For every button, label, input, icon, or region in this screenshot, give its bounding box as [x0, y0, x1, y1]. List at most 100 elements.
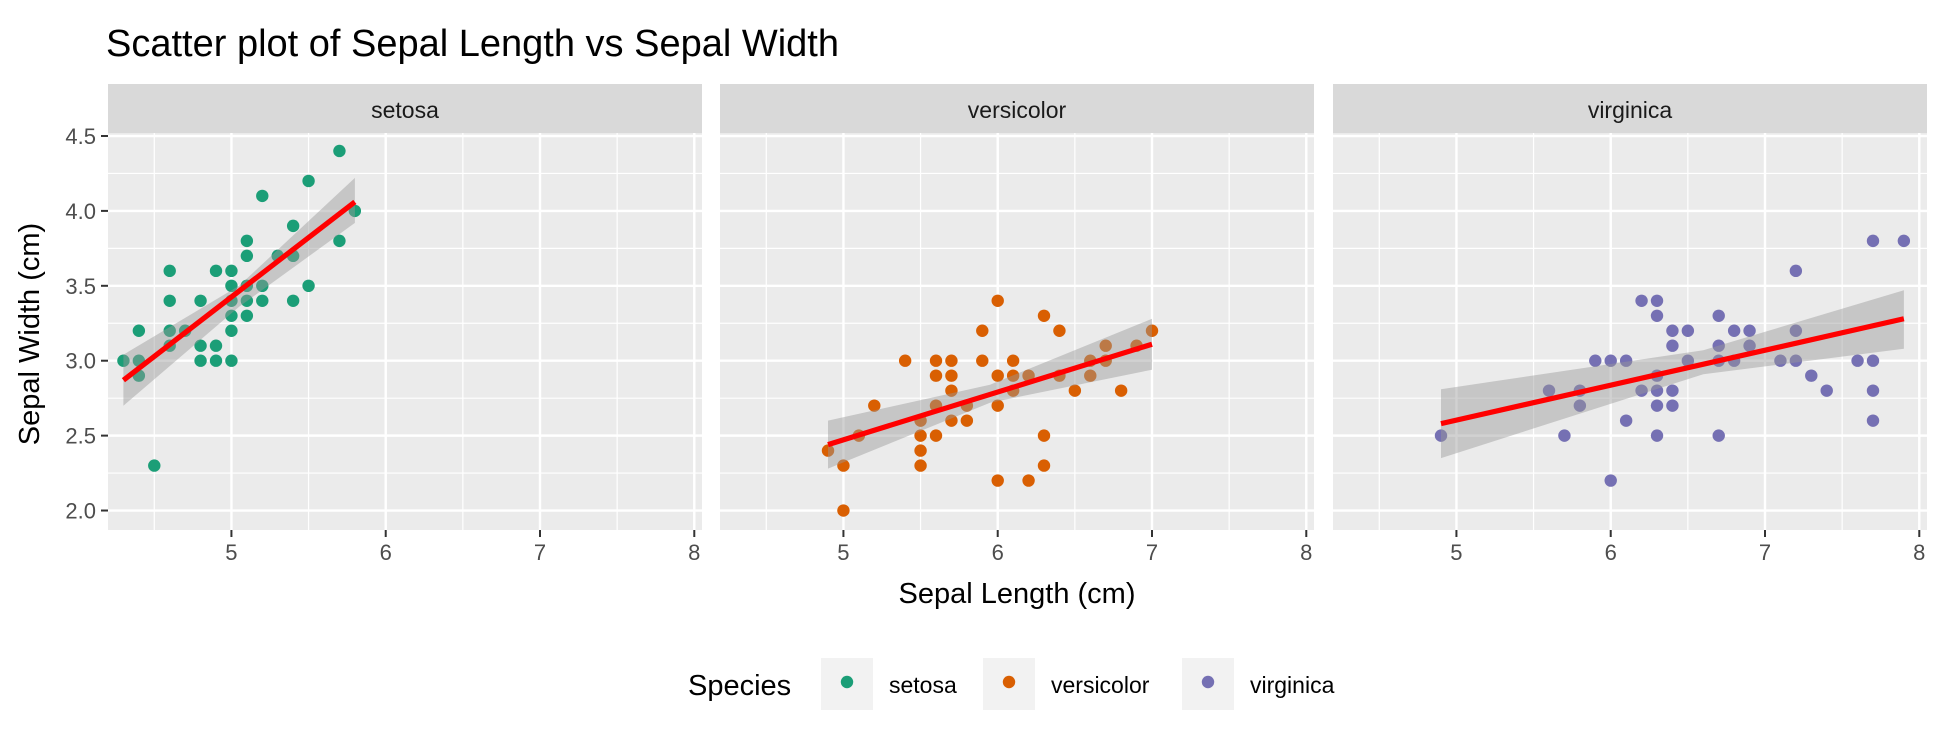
panel-background	[1333, 133, 1927, 530]
data-point-virginica	[1542, 384, 1556, 397]
data-point-versicolor	[914, 459, 927, 472]
x-tick-label: 7	[1146, 540, 1158, 565]
data-point-setosa	[209, 339, 223, 352]
y-tick-label: 2.5	[65, 424, 96, 449]
data-point-setosa	[333, 234, 346, 248]
data-point-virginica	[1727, 324, 1741, 337]
data-point-virginica	[1619, 354, 1633, 367]
data-point-versicolor	[991, 399, 1004, 412]
x-tick-label: 7	[1759, 540, 1771, 565]
facet-panel-virginica: virginica 5 6 7 8	[1333, 84, 1927, 565]
data-point-setosa	[163, 294, 176, 307]
x-axis-title: Sepal Length (cm)	[899, 578, 1136, 610]
data-point-virginica	[1589, 354, 1602, 367]
x-tick-label: 8	[688, 540, 700, 565]
facet-strip-label: setosa	[371, 97, 439, 123]
panel-background	[108, 133, 702, 530]
data-point-versicolor	[914, 444, 927, 457]
data-point-virginica	[1897, 234, 1911, 248]
x-tick-label: 5	[1450, 540, 1462, 565]
data-point-virginica	[1681, 324, 1695, 337]
data-point-virginica	[1635, 294, 1648, 307]
x-tick-label: 6	[992, 540, 1004, 565]
data-point-setosa	[333, 144, 346, 158]
data-point-versicolor	[821, 444, 835, 457]
data-point-virginica	[1712, 309, 1725, 322]
data-point-versicolor	[1006, 369, 1020, 382]
data-point-versicolor	[976, 324, 989, 337]
data-point-versicolor	[1145, 324, 1159, 337]
data-point-versicolor	[1037, 459, 1051, 472]
data-point-versicolor	[837, 504, 850, 517]
y-tick-label: 4.5	[65, 124, 96, 149]
data-point-virginica	[1805, 369, 1818, 382]
data-point-setosa	[194, 339, 207, 352]
data-point-virginica	[1666, 339, 1679, 352]
data-point-versicolor	[1084, 369, 1097, 382]
y-axis-title: Sepal Width (cm)	[14, 223, 46, 445]
data-point-versicolor	[1053, 324, 1066, 337]
data-point-virginica	[1650, 384, 1664, 397]
data-point-virginica	[1851, 354, 1864, 367]
data-point-virginica	[1635, 384, 1648, 397]
x-tick-label: 8	[1913, 540, 1925, 565]
data-point-virginica	[1866, 354, 1880, 367]
data-point-virginica	[1434, 429, 1448, 442]
data-point-versicolor	[837, 459, 850, 472]
data-point-virginica	[1619, 414, 1633, 427]
data-point-virginica	[1604, 354, 1617, 367]
data-point-versicolor	[976, 354, 989, 367]
data-point-virginica	[1681, 354, 1695, 367]
data-point-setosa	[225, 279, 238, 293]
data-point-virginica	[1820, 384, 1833, 397]
data-point-setosa	[225, 309, 238, 322]
legend-marker-virginica	[1201, 675, 1215, 689]
legend-label-setosa: setosa	[889, 672, 957, 698]
x-tick-label: 5	[837, 540, 849, 565]
data-point-virginica	[1789, 264, 1803, 278]
legend-label-virginica: virginica	[1250, 672, 1335, 698]
data-point-virginica	[1789, 324, 1803, 337]
legend-title: Species	[688, 670, 791, 702]
data-point-setosa	[209, 354, 223, 367]
data-point-versicolor	[945, 414, 958, 427]
facet-strip	[720, 84, 1314, 133]
data-point-versicolor	[868, 399, 881, 412]
data-point-versicolor	[1068, 384, 1082, 397]
data-point-setosa	[117, 354, 130, 367]
data-point-setosa	[132, 324, 146, 337]
data-point-setosa	[194, 354, 207, 367]
panel-background	[720, 133, 1314, 530]
data-point-setosa	[240, 294, 254, 307]
data-point-versicolor	[945, 384, 958, 397]
data-point-virginica	[1712, 429, 1725, 442]
chart-title: Scatter plot of Sepal Length vs Sepal Wi…	[106, 23, 839, 65]
data-point-setosa	[194, 294, 207, 307]
facet-panel-setosa: setosa 5 6 7 8	[108, 84, 702, 565]
data-point-virginica	[1866, 234, 1880, 248]
data-point-setosa	[148, 459, 161, 472]
data-point-versicolor	[1099, 339, 1112, 352]
data-point-versicolor	[929, 369, 943, 382]
data-point-versicolor	[991, 369, 1004, 382]
data-point-setosa	[286, 219, 300, 233]
data-point-virginica	[1712, 339, 1725, 352]
data-point-virginica	[1650, 399, 1664, 412]
data-point-versicolor	[914, 429, 927, 442]
data-point-virginica	[1573, 399, 1587, 412]
data-point-setosa	[240, 249, 254, 263]
regression-line-virginica	[1440, 316, 1905, 427]
data-point-versicolor	[991, 294, 1004, 307]
y-tick-label: 4.0	[65, 199, 96, 224]
legend-label-versicolor: versicolor	[1051, 672, 1150, 698]
data-point-setosa	[209, 264, 223, 278]
confidence-band-virginica	[1441, 290, 1904, 459]
legend-marker-setosa	[840, 675, 854, 689]
data-point-versicolor	[898, 354, 912, 367]
data-point-versicolor	[1022, 474, 1035, 487]
data-point-virginica	[1604, 474, 1617, 487]
facet-panels: setosa 5 6 7 8 versicolor 5 6 7 8 virginica 5 6 7 8	[108, 84, 1927, 565]
y-tick-label: 3.0	[65, 349, 96, 374]
data-point-virginica	[1866, 414, 1880, 427]
